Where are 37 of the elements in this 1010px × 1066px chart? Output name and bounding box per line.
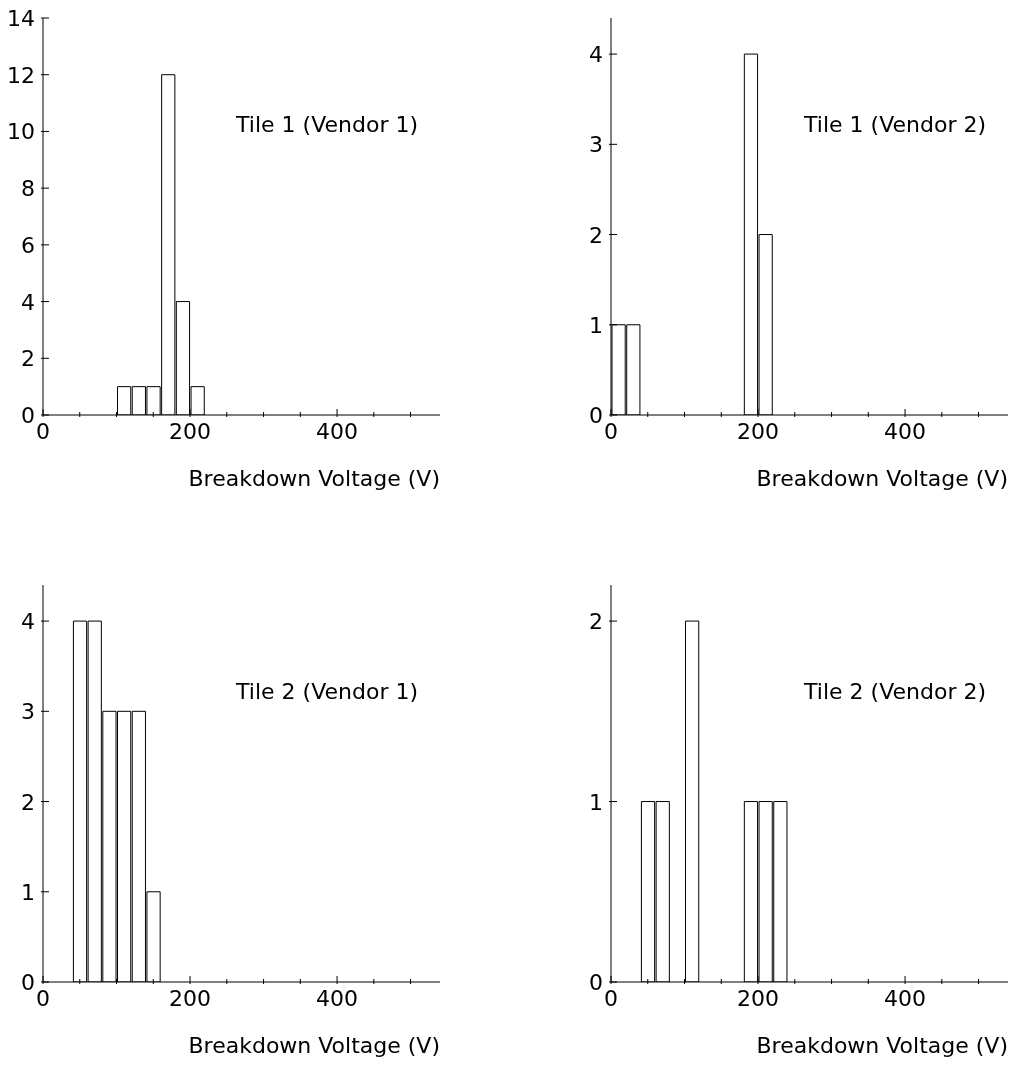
annotation: Tile 1 (Vendor 2) bbox=[803, 112, 986, 137]
x-tick-label: 400 bbox=[316, 419, 359, 444]
y-tick-label: 2 bbox=[21, 346, 35, 372]
y-tick-label: 1 bbox=[21, 879, 35, 905]
y-tick-label: 0 bbox=[589, 403, 603, 428]
y-tick-label: 4 bbox=[589, 42, 603, 68]
x-tick-label: 400 bbox=[316, 986, 359, 1011]
x-tick-label: 200 bbox=[737, 419, 780, 444]
y-tick-label: 10 bbox=[7, 119, 35, 145]
y-tick-label: 3 bbox=[21, 699, 35, 725]
y-tick-label: 6 bbox=[21, 232, 35, 258]
y-tick-label: 2 bbox=[21, 789, 35, 815]
y-tick-label: 12 bbox=[7, 62, 35, 88]
y-tick-label: 8 bbox=[21, 176, 35, 202]
x-tick-label: 200 bbox=[169, 419, 212, 444]
x-tick-label: 400 bbox=[884, 986, 927, 1011]
x-axis-title: Breakdown Voltage (V) bbox=[755, 466, 1008, 491]
y-tick-label: 0 bbox=[21, 403, 35, 428]
annotation: Tile 1 (Vendor 1) bbox=[235, 112, 418, 137]
annotation: Tile 2 (Vendor 1) bbox=[235, 679, 418, 704]
y-tick-label: 4 bbox=[21, 289, 35, 315]
y-tick-label: 2 bbox=[589, 222, 603, 248]
y-tick-label: 3 bbox=[589, 132, 603, 158]
y-tick-label: 0 bbox=[589, 970, 603, 995]
y-tick-label: 14 bbox=[7, 6, 35, 31]
y-tick-label: 2 bbox=[589, 609, 603, 635]
x-axis-title: Breakdown Voltage (V) bbox=[187, 466, 440, 491]
annotation: Tile 2 (Vendor 2) bbox=[803, 679, 986, 704]
y-tick-label: 1 bbox=[589, 312, 603, 338]
y-tick-label: 4 bbox=[21, 609, 35, 635]
x-axis-title: Breakdown Voltage (V) bbox=[187, 1033, 440, 1058]
x-tick-label: 200 bbox=[169, 986, 212, 1011]
x-axis-title: Breakdown Voltage (V) bbox=[755, 1033, 1008, 1058]
x-tick-label: 200 bbox=[737, 986, 780, 1011]
x-tick-label: 400 bbox=[884, 419, 927, 444]
y-tick-label: 0 bbox=[21, 970, 35, 995]
y-tick-label: 1 bbox=[589, 789, 603, 815]
